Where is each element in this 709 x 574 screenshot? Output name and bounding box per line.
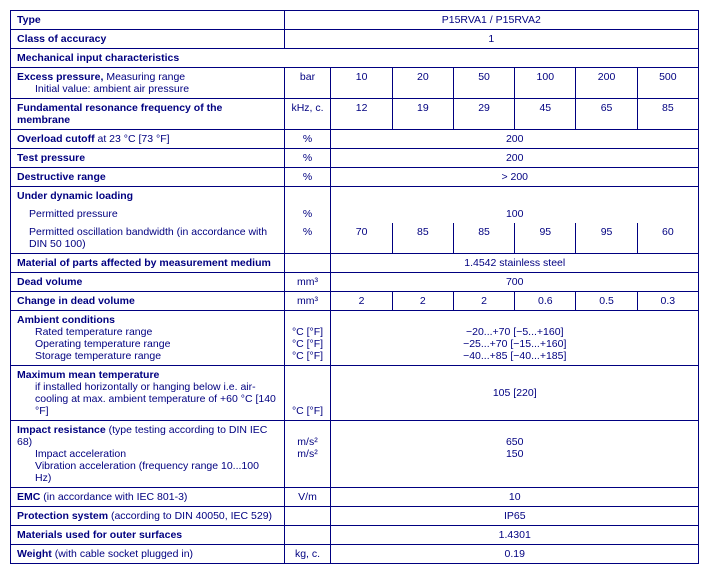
change-v3: 0.6 [515, 292, 576, 311]
row-accuracy: Class of accuracy 1 [11, 30, 699, 49]
impact-label: Impact resistance (type testing accordin… [11, 421, 285, 488]
row-excess: Excess pressure, Measuring range Initial… [11, 68, 699, 99]
excess-v4: 200 [576, 68, 637, 99]
type-value: P15RVA1 / P15RVA2 [284, 11, 698, 30]
weight-unit: kg, c. [284, 545, 331, 564]
row-ambient: Ambient conditions Rated temperature ran… [11, 311, 699, 366]
material-val: 1.4542 stainless steel [331, 254, 699, 273]
ambient-labels: Ambient conditions Rated temperature ran… [11, 311, 285, 366]
row-matsurf: Materials used for outer surfaces 1.4301 [11, 526, 699, 545]
dead-label: Dead volume [11, 273, 285, 292]
emc-unit: V/m [284, 488, 331, 507]
dyn-title: Under dynamic loading [11, 187, 285, 206]
accuracy-value: 1 [284, 30, 698, 49]
row-type: Type P15RVA1 / P15RVA2 [11, 11, 699, 30]
test-val: 200 [331, 149, 699, 168]
dyn-v2-2: 85 [453, 223, 514, 254]
freq-v5: 85 [637, 99, 698, 130]
freq-v4: 65 [576, 99, 637, 130]
overload-unit: % [284, 130, 331, 149]
excess-label: Excess pressure, Measuring range Initial… [11, 68, 285, 99]
maxtemp-unit: °C [°F] [284, 366, 331, 421]
accuracy-label: Class of accuracy [11, 30, 285, 49]
row-material: Material of parts affected by measuremen… [11, 254, 699, 273]
excess-unit: bar [284, 68, 331, 99]
row-dyn-title: Under dynamic loading [11, 187, 699, 206]
emc-label: EMC (in accordance with IEC 801-3) [11, 488, 285, 507]
freq-v0: 12 [331, 99, 392, 130]
dyn-v2-5: 60 [637, 223, 698, 254]
dyn-v2-4: 95 [576, 223, 637, 254]
destr-label: Destructive range [11, 168, 285, 187]
change-label: Change in dead volume [11, 292, 285, 311]
row-test: Test pressure % 200 [11, 149, 699, 168]
weight-label: Weight (with cable socket plugged in) [11, 545, 285, 564]
weight-val: 0.19 [331, 545, 699, 564]
overload-val: 200 [331, 130, 699, 149]
prot-val: IP65 [331, 507, 699, 526]
type-label: Type [11, 11, 285, 30]
test-label: Test pressure [11, 149, 285, 168]
dyn-v2-3: 95 [515, 223, 576, 254]
row-change: Change in dead volume mm³ 2 2 2 0.6 0.5 … [11, 292, 699, 311]
ambient-units: °C [°F]°C [°F]°C [°F] [284, 311, 331, 366]
row-weight: Weight (with cable socket plugged in) kg… [11, 545, 699, 564]
overload-label: Overload cutoff at 23 °C [73 °F] [11, 130, 285, 149]
row-overload: Overload cutoff at 23 °C [73 °F] % 200 [11, 130, 699, 149]
mech-label: Mechanical input characteristics [11, 49, 699, 68]
freq-v2: 29 [453, 99, 514, 130]
change-v5: 0.3 [637, 292, 698, 311]
row-dead: Dead volume mm³ 700 [11, 273, 699, 292]
dyn-v2-0: 70 [331, 223, 392, 254]
change-v1: 2 [392, 292, 453, 311]
ambient-vals: −20...+70 [−5...+160]−25...+70 [−15...+1… [331, 311, 699, 366]
matsurf-val: 1.4301 [331, 526, 699, 545]
excess-v5: 500 [637, 68, 698, 99]
impact-vals: 650150 [331, 421, 699, 488]
excess-v0: 10 [331, 68, 392, 99]
destr-val: > 200 [331, 168, 699, 187]
dyn-l1: Permitted pressure [11, 205, 285, 223]
row-freq: Fundamental resonance frequency of the m… [11, 99, 699, 130]
dead-val: 700 [331, 273, 699, 292]
destr-unit: % [284, 168, 331, 187]
row-mech-header: Mechanical input characteristics [11, 49, 699, 68]
material-label: Material of parts affected by measuremen… [11, 254, 285, 273]
row-destr: Destructive range % > 200 [11, 168, 699, 187]
excess-v1: 20 [392, 68, 453, 99]
matsurf-label: Materials used for outer surfaces [11, 526, 285, 545]
row-dyn-1: Permitted pressure % 100 [11, 205, 699, 223]
prot-label: Protection system (according to DIN 4005… [11, 507, 285, 526]
dyn-unit1: % [284, 205, 331, 223]
dead-unit: mm³ [284, 273, 331, 292]
dyn-unit2: % [284, 223, 331, 254]
excess-v3: 100 [515, 68, 576, 99]
freq-v3: 45 [515, 99, 576, 130]
change-v0: 2 [331, 292, 392, 311]
freq-unit: kHz, c. [284, 99, 331, 130]
dyn-v2-1: 85 [392, 223, 453, 254]
test-unit: % [284, 149, 331, 168]
maxtemp-label: Maximum mean temperature if installed ho… [11, 366, 285, 421]
freq-label: Fundamental resonance frequency of the m… [11, 99, 285, 130]
dyn-v1: 100 [331, 205, 699, 223]
excess-v2: 50 [453, 68, 514, 99]
impact-units: m/s²m/s² [284, 421, 331, 488]
row-emc: EMC (in accordance with IEC 801-3) V/m 1… [11, 488, 699, 507]
change-v2: 2 [453, 292, 514, 311]
maxtemp-val: 105 [220] [331, 366, 699, 421]
emc-val: 10 [331, 488, 699, 507]
spec-table: Type P15RVA1 / P15RVA2 Class of accuracy… [10, 10, 699, 564]
row-maxtemp: Maximum mean temperature if installed ho… [11, 366, 699, 421]
dyn-l2: Permitted oscillation bandwidth (in acco… [11, 223, 285, 254]
row-impact: Impact resistance (type testing accordin… [11, 421, 699, 488]
change-v4: 0.5 [576, 292, 637, 311]
freq-v1: 19 [392, 99, 453, 130]
change-unit: mm³ [284, 292, 331, 311]
row-dyn-2: Permitted oscillation bandwidth (in acco… [11, 223, 699, 254]
row-prot: Protection system (according to DIN 4005… [11, 507, 699, 526]
